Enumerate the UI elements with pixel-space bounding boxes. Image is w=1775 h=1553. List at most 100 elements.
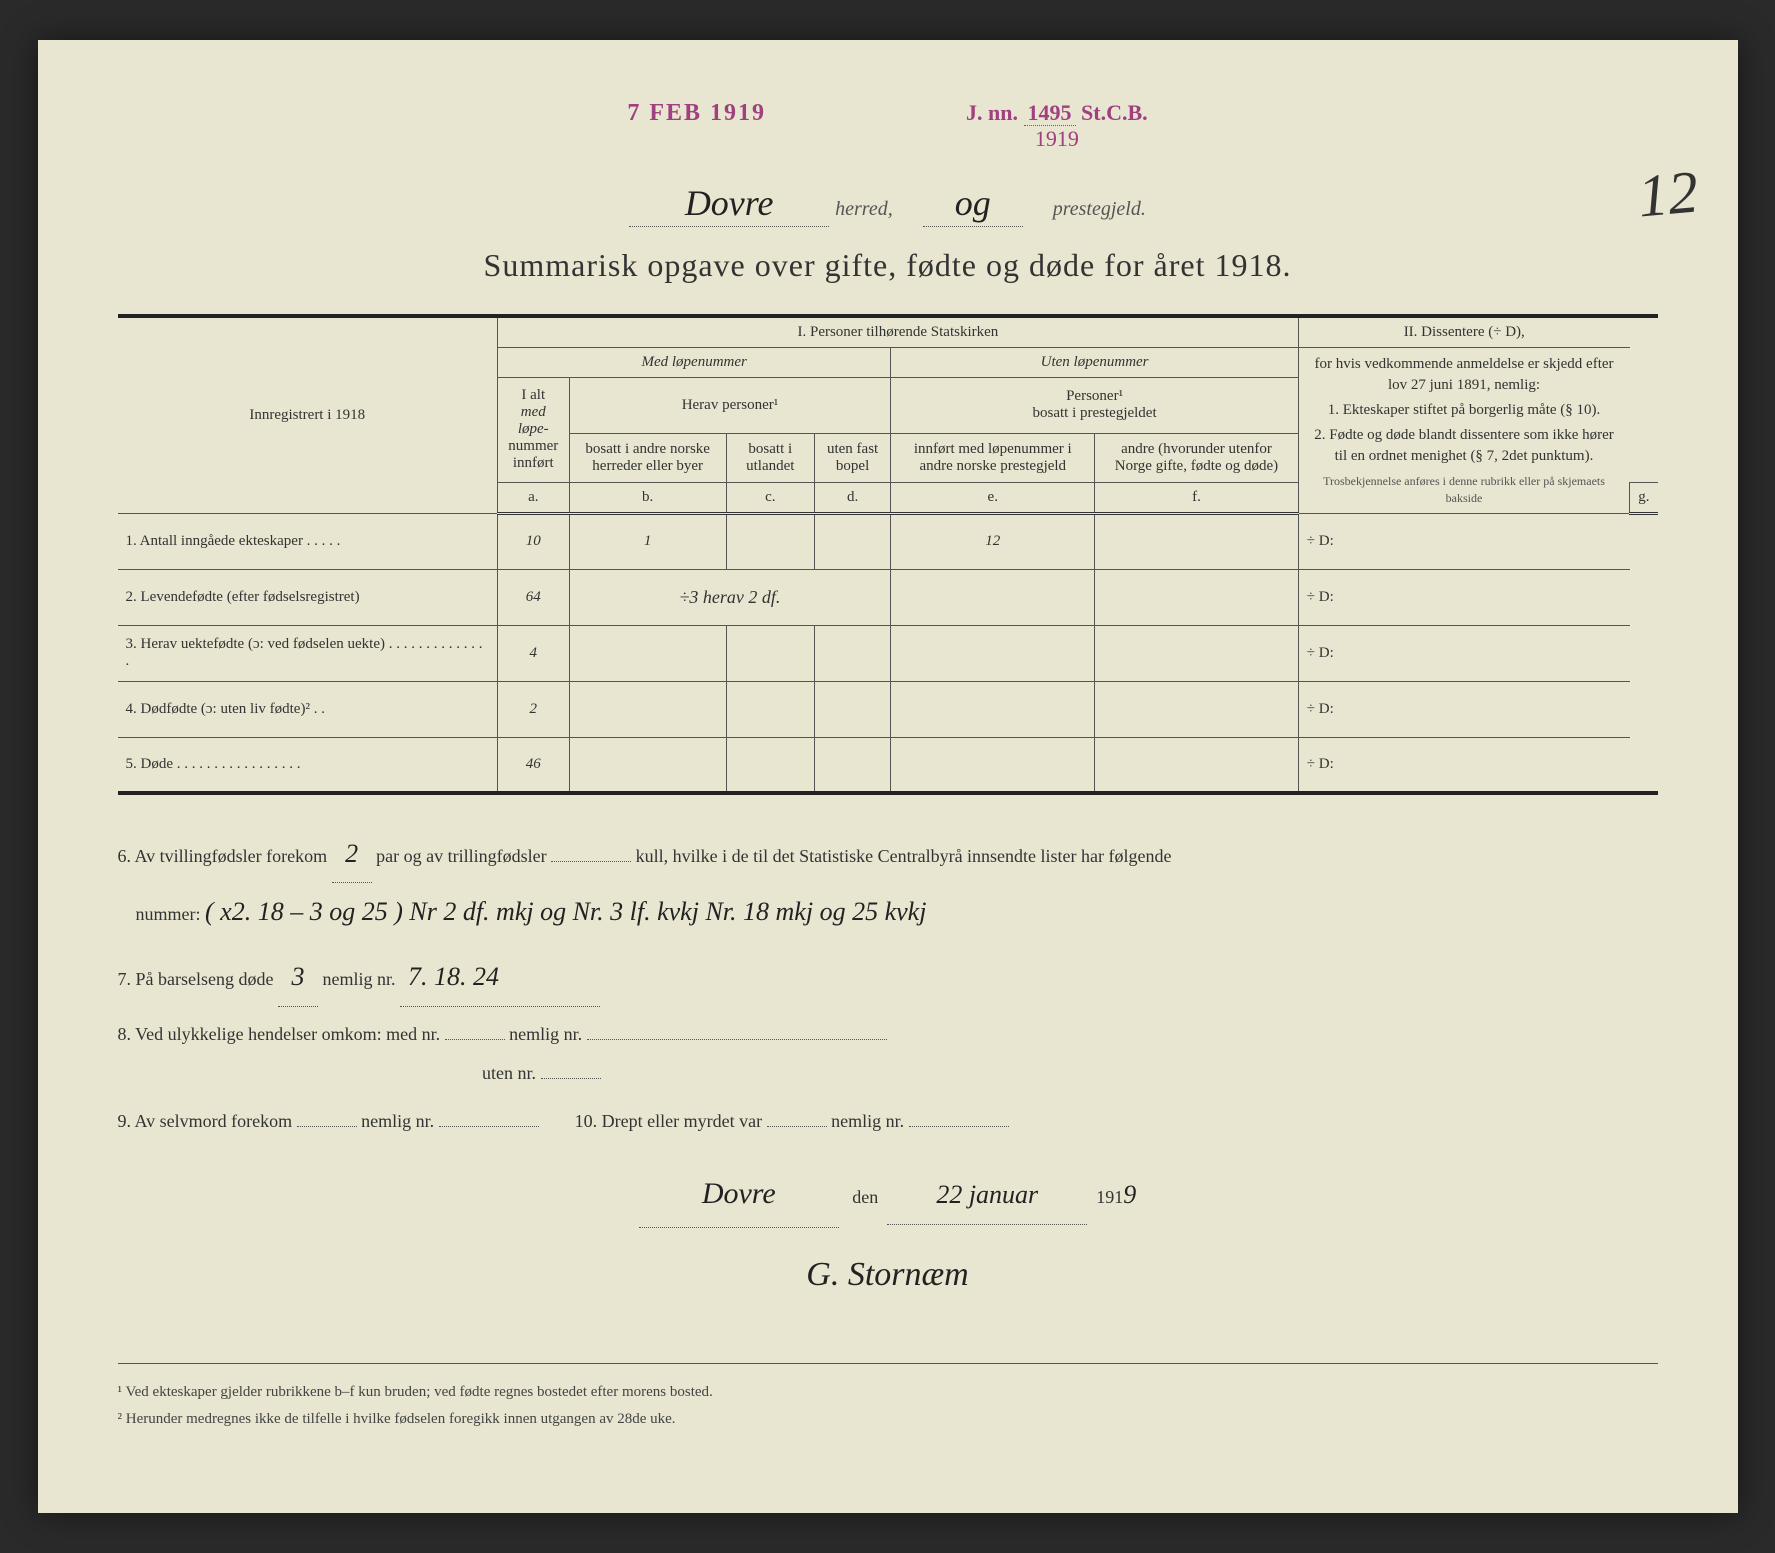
table-row: 5. Døde . . . . . . . . . . . . . . . . … bbox=[118, 737, 1658, 793]
n8-uten bbox=[541, 1078, 601, 1079]
diss-intro: for hvis vedkommende anmeldelse er skjed… bbox=[1307, 354, 1621, 396]
diss-item1: 1. Ekteskaper stiftet på borgerlig måte … bbox=[1307, 400, 1621, 421]
n6-numbers: ( x2. 18 – 3 og 25 ) Nr 2 df. mkj og Nr.… bbox=[205, 897, 926, 926]
letter-f: f. bbox=[1095, 482, 1299, 513]
row5-a: 46 bbox=[498, 737, 570, 793]
row3-label: 3. Herav uektefødte (ɔ: ved fødselen uek… bbox=[118, 625, 498, 681]
page-number: 12 bbox=[1635, 158, 1701, 232]
n10-count bbox=[767, 1126, 827, 1127]
footnote2: ² Herunder medregnes ikke de tilfelle i … bbox=[118, 1406, 1658, 1433]
main-table: Innregistrert i 1918 I. Personer tilhøre… bbox=[118, 314, 1658, 795]
row5-b bbox=[569, 737, 726, 793]
row4-label: 4. Dødfødte (ɔ: uten liv fødte)² . . bbox=[118, 681, 498, 737]
row5-label: 5. Døde . . . . . . . . . . . . . . . . … bbox=[118, 737, 498, 793]
table-row: 4. Dødfødte (ɔ: uten liv fødte)² . . 2 ÷… bbox=[118, 681, 1658, 737]
row1-label: 1. Antall inngåede ekteskaper . . . . . bbox=[118, 513, 498, 569]
row2-b: ÷3 herav 2 df. bbox=[569, 569, 891, 625]
row2-g: ÷ D: bbox=[1298, 569, 1629, 625]
journal-year: 1919 bbox=[966, 126, 1148, 152]
herav-head: Herav personer¹ bbox=[569, 378, 891, 434]
journal-prefix: J. nn. bbox=[966, 100, 1018, 125]
n10-nr bbox=[909, 1126, 1009, 1127]
letter-e: e. bbox=[891, 482, 1095, 513]
col-d-head: uten fast bopel bbox=[814, 433, 891, 482]
stamps-row: 7 FEB 1919 J. nn. 1495 St.C.B. 1919 bbox=[118, 100, 1658, 152]
row2-f bbox=[1095, 569, 1299, 625]
sig-year: 9 bbox=[1123, 1180, 1136, 1209]
row4-b bbox=[569, 681, 726, 737]
n6-twins: 2 bbox=[332, 825, 372, 883]
n6-triplets bbox=[551, 861, 631, 862]
uten-lope-head: Uten løpenummer bbox=[891, 348, 1298, 378]
og-field: og bbox=[923, 182, 1023, 227]
row4-e bbox=[891, 681, 1095, 737]
table-row: 3. Herav uektefødte (ɔ: ved fødselen uek… bbox=[118, 625, 1658, 681]
note8: 8. Ved ulykkelige hendelser omkom: med n… bbox=[118, 1015, 1658, 1094]
row5-c bbox=[726, 737, 814, 793]
letter-d: d. bbox=[814, 482, 891, 513]
n9-count bbox=[297, 1126, 357, 1127]
table-row: 1. Antall inngåede ekteskaper . . . . . … bbox=[118, 513, 1658, 569]
row4-d bbox=[814, 681, 891, 737]
col-e-head: innført med løpenummer i andre norske pr… bbox=[891, 433, 1095, 482]
row4-a: 2 bbox=[498, 681, 570, 737]
row1-f bbox=[1095, 513, 1299, 569]
row3-b bbox=[569, 625, 726, 681]
section2-head: II. Dissentere (÷ D), bbox=[1298, 316, 1629, 348]
herred-name: Dovre bbox=[629, 182, 829, 227]
row2-a: 64 bbox=[498, 569, 570, 625]
letter-b: b. bbox=[569, 482, 726, 513]
footnotes: ¹ Ved ekteskaper gjelder rubrikkene b–f … bbox=[118, 1363, 1658, 1433]
n7-numbers: 7. 18. 24 bbox=[400, 948, 600, 1006]
table-body: 1. Antall inngåede ekteskaper . . . . . … bbox=[118, 513, 1658, 793]
letter-c: c. bbox=[726, 482, 814, 513]
table-row: 2. Levendefødte (efter fødselsregistret)… bbox=[118, 569, 1658, 625]
signature-line: Dovre den 22 januar 1919 bbox=[118, 1161, 1658, 1228]
journal-number: 1495 bbox=[1024, 100, 1076, 126]
row3-f bbox=[1095, 625, 1299, 681]
row5-d bbox=[814, 737, 891, 793]
n8-med bbox=[445, 1039, 505, 1040]
n8-nemlig bbox=[587, 1039, 887, 1040]
row4-f bbox=[1095, 681, 1299, 737]
header-line: Dovre herred, og prestegjeld. bbox=[118, 182, 1658, 227]
row5-e bbox=[891, 737, 1095, 793]
row3-e bbox=[891, 625, 1095, 681]
letter-g: g. bbox=[1630, 482, 1658, 513]
row1-b: 1 bbox=[569, 513, 726, 569]
document-title: Summarisk opgave over gifte, fødte og dø… bbox=[118, 247, 1658, 284]
herred-label: herred, bbox=[835, 198, 893, 220]
date-stamp: 7 FEB 1919 bbox=[627, 100, 766, 152]
row3-a: 4 bbox=[498, 625, 570, 681]
row1-g: ÷ D: bbox=[1298, 513, 1629, 569]
med-lope-head: Med løpenummer bbox=[498, 348, 891, 378]
col-a-head: I alt med løpe- nummer innført bbox=[498, 378, 570, 483]
col-c-head: bosatt i utlandet bbox=[726, 433, 814, 482]
row1-c bbox=[726, 513, 814, 569]
row2-label: 2. Levendefødte (efter fødselsregistret) bbox=[118, 569, 498, 625]
row5-f bbox=[1095, 737, 1299, 793]
dissenter-text: for hvis vedkommende anmeldelse er skjed… bbox=[1298, 348, 1629, 514]
row1-a: 10 bbox=[498, 513, 570, 569]
row4-g: ÷ D: bbox=[1298, 681, 1629, 737]
row5-g: ÷ D: bbox=[1298, 737, 1629, 793]
row4-c bbox=[726, 681, 814, 737]
row2-e bbox=[891, 569, 1095, 625]
col-f-head: andre (hvorunder utenfor Norge gifte, fø… bbox=[1095, 433, 1299, 482]
personer-bosatt-head: Personer¹ bosatt i prestegjeldet bbox=[891, 378, 1298, 434]
row3-d bbox=[814, 625, 891, 681]
col-b-head: bosatt i andre norske herreder eller bye… bbox=[569, 433, 726, 482]
note7: 7. På barselseng døde 3 nemlig nr. 7. 18… bbox=[118, 948, 1658, 1006]
sig-date: 22 januar bbox=[887, 1166, 1087, 1224]
diss-item2: 2. Fødte og døde blandt dissentere som i… bbox=[1307, 425, 1621, 467]
section1-head: I. Personer tilhørende Statskirken bbox=[498, 316, 1299, 348]
note9-10: 9. Av selvmord forekom nemlig nr. 10. Dr… bbox=[118, 1102, 1658, 1142]
row1-e: 12 bbox=[891, 513, 1095, 569]
journal-stamp: J. nn. 1495 St.C.B. 1919 bbox=[966, 100, 1148, 152]
row3-c bbox=[726, 625, 814, 681]
document-page: 7 FEB 1919 J. nn. 1495 St.C.B. 1919 12 D… bbox=[38, 40, 1738, 1513]
prestegjeld-label: prestegjeld. bbox=[1053, 198, 1146, 220]
note6: 6. Av tvillingfødsler forekom 2 par og a… bbox=[118, 825, 1658, 940]
footnote1: ¹ Ved ekteskaper gjelder rubrikkene b–f … bbox=[118, 1379, 1658, 1406]
letter-a: a. bbox=[498, 482, 570, 513]
